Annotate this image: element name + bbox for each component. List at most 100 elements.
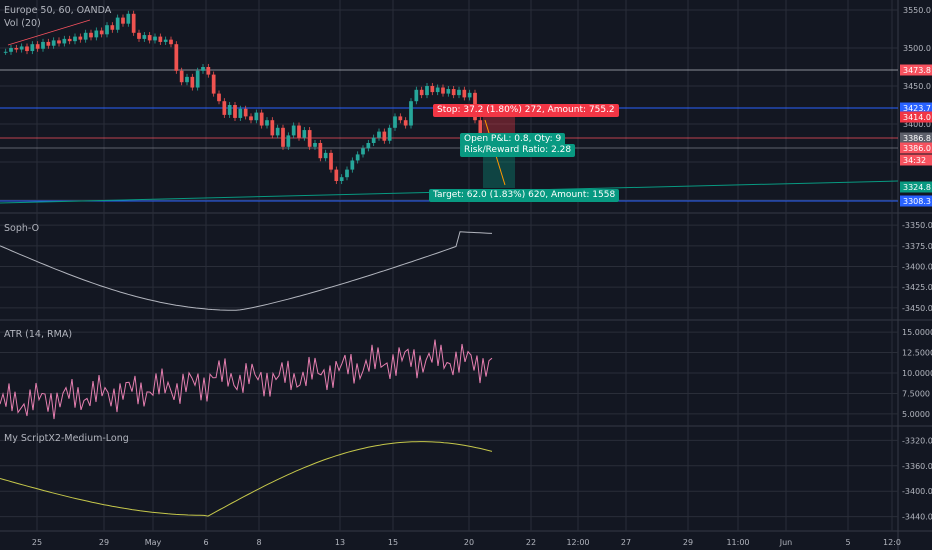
candle-body (190, 76, 195, 88)
myscript-tick-label: -3360.0 (902, 462, 932, 471)
candle-body (131, 13, 136, 33)
candle-body (377, 131, 381, 138)
time-tick-label: 15 (388, 538, 398, 547)
candle-body (169, 39, 173, 45)
volume-indicator-label: Vol (20) (4, 18, 41, 29)
price-marker (900, 132, 932, 144)
price-marker (900, 195, 932, 207)
candle-body (62, 38, 67, 44)
candle-body (478, 120, 483, 135)
candle-body (302, 130, 307, 138)
candle-body (291, 125, 296, 136)
price-marker-label: 3423.7 (903, 104, 931, 113)
candle-body (211, 74, 216, 94)
candle-body (366, 143, 371, 149)
candle-body (121, 17, 125, 24)
candle-body (307, 130, 312, 147)
price-tick-label: 3550.0 (903, 6, 931, 15)
time-tick-label: 6 (203, 538, 208, 547)
candle-body (115, 17, 120, 30)
candle-body (227, 105, 232, 115)
candle-body (371, 137, 376, 143)
candle-body (441, 87, 445, 94)
atr-tick-label: 7.5000 (902, 389, 930, 398)
stop-loss-label[interactable]: Stop: 37.2 (1.80%) 272, Amount: 755.2 (433, 104, 619, 117)
price-marker-label: 3308.3 (903, 197, 931, 206)
candle-body (345, 169, 349, 178)
price-marker (900, 111, 932, 123)
candle-body (185, 76, 189, 83)
soph-o-tick-label: -3450.0 (902, 304, 932, 313)
candle-body (355, 154, 360, 161)
candle-body (387, 127, 392, 141)
candle-body (361, 148, 365, 155)
time-tick-label: 13 (335, 538, 345, 547)
price-marker (900, 181, 932, 193)
time-tick-label: 12:00 (566, 538, 589, 547)
time-tick-label: 8 (256, 538, 261, 547)
atr-tick-label: 12.5000 (902, 349, 932, 358)
candle-body (233, 105, 237, 118)
candle-body (78, 36, 83, 40)
indicator-title-atr: ATR (14, RMA) (4, 329, 73, 340)
candle-body (339, 177, 344, 181)
candle-body (318, 143, 323, 159)
atr-line (0, 339, 493, 420)
price-marker (900, 142, 932, 154)
price-marker-label: 3324.8 (903, 183, 931, 192)
candle-body (350, 160, 355, 170)
price-marker (900, 154, 932, 166)
target-label[interactable]: Target: 62.0 (1.83%) 620, Amount: 1558 (429, 189, 620, 202)
price-marker-label: 3473.8 (903, 66, 931, 75)
myscript-tick-label: -3320.0 (902, 436, 932, 445)
candle-body (89, 32, 93, 38)
candle-body (206, 67, 211, 75)
candle-body (238, 108, 243, 118)
myscript-tick-label: -3440.0 (902, 513, 932, 522)
candle-body (195, 70, 200, 88)
candle-body (243, 108, 248, 117)
candle-body (158, 36, 163, 42)
candle-body (19, 46, 24, 50)
candle-body (457, 89, 461, 96)
candle-body (446, 89, 451, 94)
soph-o-tick-label: -3400.0 (902, 263, 932, 272)
candle-body (467, 92, 472, 98)
candle-body (403, 120, 408, 126)
time-tick-label: 29 (99, 538, 109, 547)
candle-body (41, 41, 45, 49)
indicator-title-soph-o: Soph-O (4, 223, 40, 234)
candle-body (462, 89, 467, 98)
candle-body (179, 70, 184, 83)
time-tick-label: 5 (845, 538, 850, 547)
price-tick-label: 3500.0 (903, 44, 931, 53)
candle-body (94, 30, 99, 38)
time-tick-label: 12:0 (883, 538, 901, 547)
candle-body (222, 101, 227, 115)
candle-body (147, 35, 152, 41)
candle-body (430, 86, 435, 93)
candle-body (174, 44, 179, 71)
open-pnl-label[interactable]: Open P&L: 0.8, Qty: 9 (460, 133, 566, 146)
candle-body (435, 87, 440, 93)
candle-body (73, 36, 77, 42)
time-tick-label: May (145, 538, 162, 547)
trend-line-upper (7, 19, 91, 46)
soph-o-tick-label: -3350.0 (902, 221, 932, 230)
candle-body (163, 39, 168, 42)
candle-body (99, 30, 104, 35)
candle-body (329, 152, 333, 170)
risk-reward-label[interactable]: Risk/Reward Ratio: 2.28 (460, 144, 576, 157)
candle-body (281, 127, 285, 147)
candle-body (249, 116, 253, 121)
price-tick-label: 3400.0 (903, 120, 931, 129)
candle-body (25, 46, 29, 52)
candle-body (142, 35, 147, 39)
candle-body (46, 41, 51, 46)
candle-body (67, 38, 72, 42)
candle-body (83, 32, 88, 40)
candle-body (313, 143, 317, 147)
candle-body (30, 44, 35, 52)
candle-body (153, 36, 157, 41)
